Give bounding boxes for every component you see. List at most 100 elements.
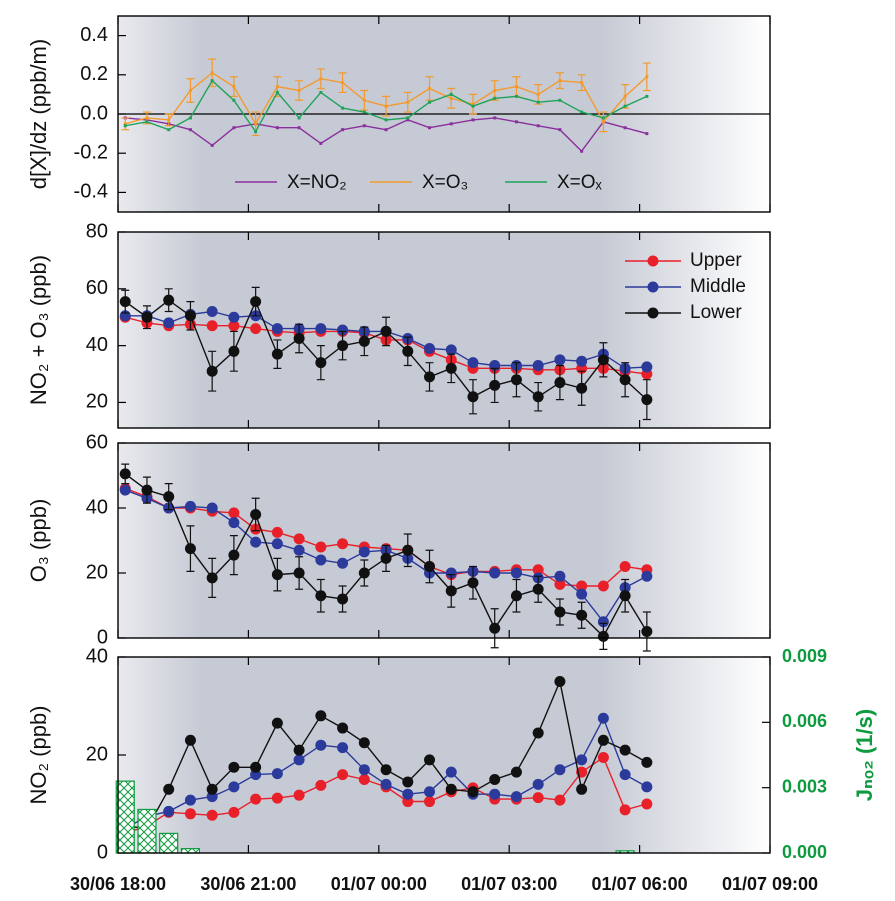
marker	[406, 100, 410, 104]
marker	[445, 766, 457, 778]
marker	[228, 761, 240, 773]
marker	[206, 809, 218, 821]
y-tick-label: 40	[86, 496, 108, 518]
y-axis-label: d[X]/dz (ppb/m)	[26, 39, 51, 189]
marker	[532, 360, 544, 372]
x-tick-label: 01/07 09:00	[722, 874, 818, 894]
marker	[471, 118, 475, 122]
marker	[206, 502, 218, 514]
marker	[445, 567, 457, 579]
y2-tick-label: 0.006	[782, 711, 827, 731]
marker	[358, 567, 370, 579]
marker	[471, 104, 475, 108]
marker	[645, 132, 649, 136]
marker	[341, 81, 345, 85]
marker	[380, 764, 392, 776]
marker	[271, 792, 283, 804]
marker	[228, 320, 240, 332]
marker	[406, 116, 410, 120]
marker	[380, 778, 392, 790]
marker	[184, 808, 196, 820]
marker	[619, 374, 631, 386]
marker	[558, 79, 562, 83]
marker	[445, 783, 457, 795]
marker	[601, 120, 605, 124]
marker	[337, 324, 349, 336]
marker	[641, 756, 653, 768]
marker	[206, 365, 218, 377]
plot-background	[118, 232, 770, 428]
marker	[315, 590, 327, 602]
x-tick-label: 30/06 21:00	[200, 874, 296, 894]
marker	[250, 536, 262, 548]
marker	[619, 590, 631, 602]
marker	[641, 798, 653, 810]
marker	[554, 764, 566, 776]
marker	[619, 804, 631, 816]
marker	[532, 564, 544, 576]
marker	[358, 737, 370, 749]
marker	[337, 769, 349, 781]
marker	[641, 626, 653, 637]
marker	[536, 100, 540, 104]
legend-label: X=O₃	[422, 172, 468, 193]
marker	[489, 788, 501, 800]
marker	[123, 122, 127, 126]
marker	[467, 786, 479, 798]
marker	[428, 87, 432, 91]
marker	[510, 567, 522, 579]
marker	[597, 580, 609, 592]
marker	[119, 468, 131, 480]
marker	[337, 593, 349, 605]
marker	[554, 377, 566, 389]
marker	[597, 616, 609, 628]
marker	[293, 333, 305, 345]
marker	[358, 774, 370, 785]
marker	[210, 79, 214, 83]
marker	[576, 355, 588, 367]
marker	[493, 96, 497, 100]
y-axis-label: NO₂ (ppb)	[26, 705, 51, 804]
marker	[623, 104, 627, 108]
marker	[250, 323, 262, 335]
marker	[271, 323, 283, 335]
marker	[228, 311, 240, 323]
marker	[293, 544, 305, 556]
marker	[271, 526, 283, 538]
marker	[402, 544, 414, 556]
marker	[341, 128, 345, 132]
marker	[467, 357, 479, 369]
marker	[362, 98, 366, 102]
marker	[250, 296, 262, 308]
marker	[337, 722, 349, 734]
marker	[445, 585, 457, 597]
marker	[341, 106, 345, 110]
marker	[449, 122, 453, 126]
y-tick-label: 0.0	[80, 102, 108, 124]
marker	[597, 734, 609, 746]
marker	[337, 557, 349, 569]
plot-background	[118, 443, 770, 638]
marker	[619, 744, 631, 756]
y2-tick-label: 0.000	[782, 842, 827, 862]
bar	[137, 808, 157, 854]
marker	[402, 345, 414, 357]
marker	[623, 94, 627, 98]
marker	[210, 143, 214, 147]
marker	[576, 580, 588, 592]
marker	[206, 320, 218, 332]
marker	[210, 71, 214, 75]
marker	[597, 354, 609, 366]
marker	[275, 85, 279, 89]
marker	[641, 361, 653, 373]
marker	[554, 676, 566, 687]
marker	[188, 88, 192, 92]
marker	[645, 94, 649, 98]
y-tick-label: 0	[97, 841, 108, 863]
marker	[163, 805, 175, 817]
marker	[424, 561, 436, 572]
marker	[271, 768, 283, 780]
marker	[623, 126, 627, 130]
marker	[641, 394, 653, 406]
marker	[167, 118, 171, 122]
